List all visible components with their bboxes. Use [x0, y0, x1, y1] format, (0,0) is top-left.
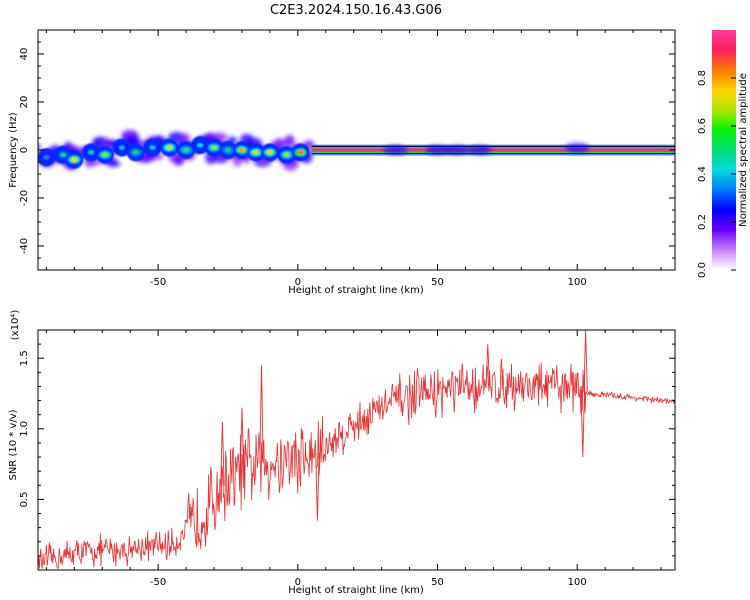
spectrogram-streak [467, 145, 492, 155]
snr-panel: -50 0 50 100 0.5 1.0 1.5 Height of straight l… [8, 310, 676, 596]
spectrogram-blob-peak [183, 148, 190, 152]
y-tick-label: 0.5 [19, 491, 30, 507]
spectrogram-haze-dot [107, 160, 121, 167]
spectrogram-blob-peak [211, 145, 218, 150]
spectrogram-blob-peak [71, 157, 78, 162]
spectrogram-data [38, 129, 675, 171]
spectrogram-trace-core [311, 148, 675, 152]
snr-frame [37, 329, 676, 571]
spectrogram-blob-peak [88, 150, 95, 155]
spectrogram-blob-peak [60, 152, 67, 157]
spectrogram-haze-dot [181, 133, 191, 143]
snr-scale-label: (x10⁴) [10, 310, 21, 341]
snr-y-ticks: 0.5 1.0 1.5 [19, 329, 675, 557]
spectrogram-x-ticks: -50 0 50 100 [45, 30, 662, 288]
colorbar-tick-label: 0.2 [697, 214, 708, 230]
colorbar-ticks: 0.0 0.2 0.4 0.6 0.8 [697, 70, 736, 278]
spectrogram-blob-peak [238, 148, 245, 152]
y-tick-label: 20 [19, 96, 30, 109]
spectrogram-blob-peak [149, 145, 156, 150]
x-tick-label: 50 [431, 277, 444, 288]
colorbar: 0.0 0.2 0.4 0.6 0.8 Normalized spectral ampl… [697, 30, 749, 278]
y-tick-label: 0 [19, 147, 30, 153]
colorbar-label: Normalized spectral amplitude [738, 73, 749, 227]
spectrogram-panel: -50 0 50 100 -40 -20 0 20 40 Height of straight… [8, 29, 676, 296]
colorbar-tick-label: 0.8 [697, 70, 708, 86]
spectrogram-haze-dot [232, 157, 243, 167]
x-tick-label: 0 [295, 277, 301, 288]
spectrogram-blob-peak [197, 143, 204, 148]
spectrogram-streak [565, 142, 590, 153]
spectrogram-x-label: Height of straight line (km) [288, 285, 424, 296]
spectrogram-blob-peak [283, 152, 290, 157]
snr-spike [259, 365, 264, 464]
y-tick-label: 1.0 [19, 421, 30, 437]
colorbar-tick-label: 0.6 [697, 118, 708, 134]
spectrogram-blob-peak [266, 150, 273, 155]
snr-x-label: Height of straight line (km) [288, 585, 424, 596]
spectrogram-blobs [38, 136, 310, 169]
snr-x-ticks: -50 0 50 100 [45, 330, 662, 588]
colorbar-gradient [712, 30, 736, 270]
x-tick-label: -50 [150, 577, 166, 588]
x-tick-label: 0 [295, 577, 301, 588]
colorbar-tick-label: 0.0 [697, 262, 708, 278]
snr-spike [220, 421, 225, 486]
y-tick-label: -40 [19, 238, 30, 254]
spectrogram-haze-dot [38, 143, 41, 151]
spectrogram-haze-dot [211, 132, 228, 141]
spectrogram-blob-peak [166, 145, 173, 150]
snr-plot-area [38, 330, 675, 570]
spectrogram-blob-peak [118, 145, 125, 150]
colorbar-tick-label: 0.4 [697, 166, 708, 182]
spectrogram-haze-dot [284, 134, 295, 147]
spectrogram-blob-peak [43, 155, 50, 160]
snr-series-line [38, 358, 675, 570]
spectrogram-blob-peak [297, 150, 304, 155]
x-tick-label: 100 [568, 577, 587, 588]
x-tick-label: -50 [150, 277, 166, 288]
figure-title: C2E3.2024.150.16.43.G06 [270, 3, 442, 18]
x-tick-label: 100 [568, 277, 587, 288]
y-tick-label: -20 [19, 190, 30, 206]
snr-spike [485, 344, 490, 386]
spectrogram-y-ticks: -40 -20 0 20 40 [19, 29, 675, 271]
spectrogram-streak [425, 145, 450, 155]
snr-y-label: SNR (10 * v/v) [8, 409, 19, 480]
x-tick-label: 50 [431, 577, 444, 588]
y-tick-label: 1.5 [19, 350, 30, 366]
spectrogram-streak [383, 145, 408, 155]
spectrogram-y-label: Frequency (Hz) [8, 112, 19, 188]
snr-spike [580, 389, 585, 458]
spectrogram-blob-peak [224, 148, 231, 152]
spectrogram-streak [445, 145, 470, 155]
spectrogram-blob-peak [252, 150, 259, 155]
snr-spike [583, 330, 588, 392]
spectrogram-blob-peak [132, 150, 139, 155]
y-tick-label: 40 [19, 48, 30, 61]
spectrogram-blob-peak [102, 152, 109, 157]
snr-spike [239, 407, 245, 472]
snr-spike [315, 452, 320, 521]
